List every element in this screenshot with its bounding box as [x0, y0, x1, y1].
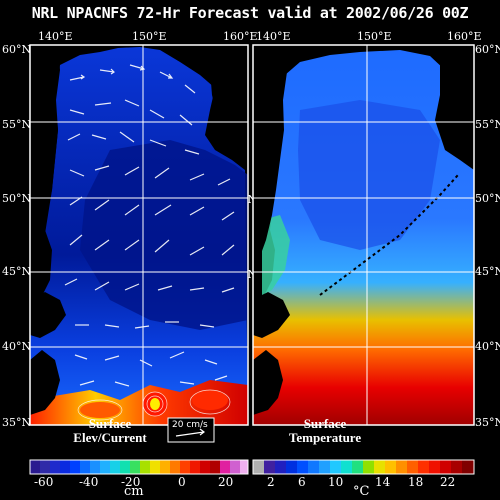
right-panel-label: Surface Temperature: [270, 417, 380, 445]
right-panel-label-line2: Temperature: [288, 430, 362, 445]
left-cbar-unit: cm: [124, 484, 144, 499]
left-panel-label: Surface Elev/Current: [55, 417, 165, 445]
right-cbar-tick: 6: [298, 475, 306, 489]
right-land-sakhalin: [253, 45, 287, 268]
right-cbar-tick: 18: [408, 475, 424, 489]
right-land-honshu: [253, 350, 283, 415]
left-lat-label-35: 35°N: [2, 416, 32, 429]
right-lon-label-140: 140°E: [256, 30, 291, 43]
current-vectors: [64, 64, 235, 387]
right-cbar-tick: 14: [375, 475, 391, 489]
right-lat-label-50: 50°N: [475, 192, 500, 205]
right-lat-label-35: 35°N: [475, 416, 500, 429]
right-panel-label-line1: Surface: [303, 416, 347, 431]
scale-vector-box: [167, 417, 215, 443]
left-land-honshu: [30, 350, 60, 415]
right-lat-label-40: 40°N: [475, 340, 500, 353]
left-lon-label-140: 140°E: [38, 30, 73, 43]
left-colorbar: [29, 459, 249, 475]
grid-lines: [30, 45, 474, 425]
right-lon-label-160: 160°E: [447, 30, 482, 43]
right-panel-frame: [252, 44, 475, 426]
right-lat-label-55: 55°N: [475, 118, 500, 131]
left-cbar-tick: 0: [178, 475, 186, 489]
left-cbar-tick: -60: [34, 475, 54, 489]
left-lat-label-50: 50°N: [2, 192, 32, 205]
left-panel-label-line2: Elev/Current: [73, 430, 147, 445]
scale-arrow: [175, 428, 205, 437]
right-cbar-tick: 10: [328, 475, 344, 489]
left-cbar-tick: -20: [121, 475, 141, 489]
right-cbar-tick: 22: [440, 475, 456, 489]
left-map-panel: [30, 45, 248, 425]
left-cbar-tick: 20: [218, 475, 234, 489]
right-land-kamchatka: [440, 45, 474, 160]
right-cbar-tick: 2: [267, 475, 275, 489]
right-lat-label-60: 60°N: [475, 43, 500, 56]
right-land-hokkaido: [253, 292, 290, 338]
left-panel-frame: [29, 44, 249, 426]
right-cbar-unit: °C: [353, 484, 370, 499]
right-lat-label-45: 45°N: [475, 265, 500, 278]
figure-title: NRL NPACNFS 72-Hr Forecast valid at 2002…: [31, 4, 469, 22]
left-land-sakhalin: [30, 45, 60, 270]
left-lat-label-55: 55°N: [2, 118, 32, 131]
left-cbar-tick: -40: [79, 475, 99, 489]
scale-vector-label: 20 cm/s: [172, 420, 208, 430]
left-lat-label-45: 45°N: [2, 265, 32, 278]
left-lat-label-60: 60°N: [2, 43, 32, 56]
left-panel-label-line1: Surface: [88, 416, 132, 431]
right-colorbar: [252, 459, 475, 475]
left-land-hokkaido: [30, 292, 66, 338]
left-land-kamchatka: [210, 45, 248, 155]
left-lon-label-160: 160°E: [223, 30, 258, 43]
right-lon-label-150: 150°E: [357, 30, 392, 43]
left-lat-label-40: 40°N: [2, 340, 32, 353]
right-map-panel: [253, 45, 474, 425]
left-lon-label-150: 150°E: [132, 30, 167, 43]
